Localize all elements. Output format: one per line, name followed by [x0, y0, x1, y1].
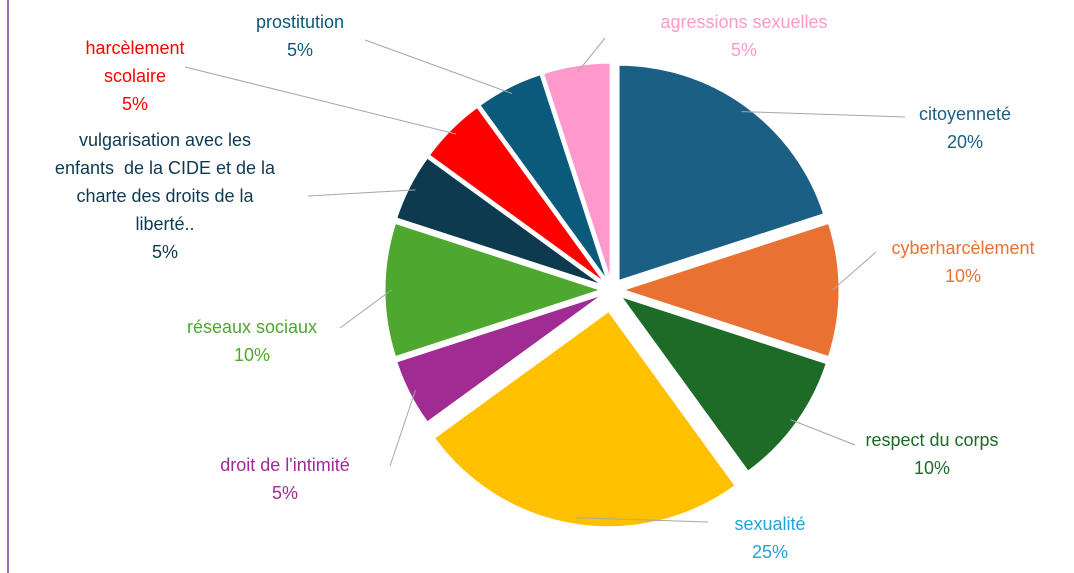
pie-slice: [479, 74, 608, 280]
leader-line: [339, 289, 392, 329]
slice-label: citoyenneté 20%: [919, 100, 1011, 156]
leader-line: [577, 37, 606, 73]
slice-label: cyberharcèlement 10%: [891, 234, 1034, 290]
category-label: vulgarisation avec les enfants de la CID…: [54, 130, 276, 234]
category-label: cyberharcèlement: [891, 238, 1035, 258]
category-label: harcèlement scolaire: [85, 38, 185, 86]
pie-slice: [396, 157, 602, 286]
slice-label: agressions sexuelles 5%: [660, 8, 827, 64]
leader-line: [832, 251, 877, 291]
leader-line: [741, 111, 906, 118]
pie-slice: [384, 222, 602, 358]
slice-label: sexualité 25%: [734, 510, 805, 566]
leader-line: [389, 389, 416, 467]
percent-label: 20%: [946, 132, 984, 152]
category-label: prostitution: [255, 12, 345, 32]
slice-label: prostitution 5%: [256, 8, 344, 64]
pie-slice: [433, 311, 736, 528]
percent-label: 5%: [730, 40, 757, 60]
pie-slice: [620, 296, 827, 472]
category-label: sexualité: [734, 514, 806, 534]
leader-line: [575, 517, 709, 523]
leader-line: [307, 189, 416, 197]
leader-line: [184, 66, 457, 135]
percent-label: 10%: [944, 266, 982, 286]
leader-line: [790, 419, 856, 446]
percent-label: 5%: [151, 242, 179, 262]
percent-label: 5%: [271, 483, 298, 503]
slice-label: droit de l'intimité 5%: [220, 451, 350, 507]
slice-label: vulgarisation avec les enfants de la CID…: [55, 126, 275, 266]
percent-label: 25%: [751, 542, 789, 562]
pie-slice: [428, 106, 604, 282]
pie-slice: [396, 294, 602, 423]
percent-label: 5%: [286, 40, 313, 60]
category-label: réseaux sociaux: [186, 317, 318, 337]
pie-slice: [618, 64, 825, 281]
pie-slice: [543, 62, 611, 279]
percent-label: 10%: [233, 345, 271, 365]
slice-label: réseaux sociaux 10%: [187, 313, 317, 369]
category-label: droit de l'intimité: [220, 455, 350, 475]
percent-label: 10%: [913, 458, 951, 478]
pie-slice: [622, 222, 840, 358]
category-label: agressions sexuelles: [660, 12, 828, 32]
slice-label: harcèlement scolaire 5%: [85, 34, 184, 118]
category-label: citoyenneté: [918, 104, 1012, 124]
slice-label: respect du corps 10%: [865, 426, 998, 482]
leader-line: [364, 39, 513, 94]
category-label: respect du corps: [865, 430, 999, 450]
percent-label: 5%: [121, 94, 148, 114]
